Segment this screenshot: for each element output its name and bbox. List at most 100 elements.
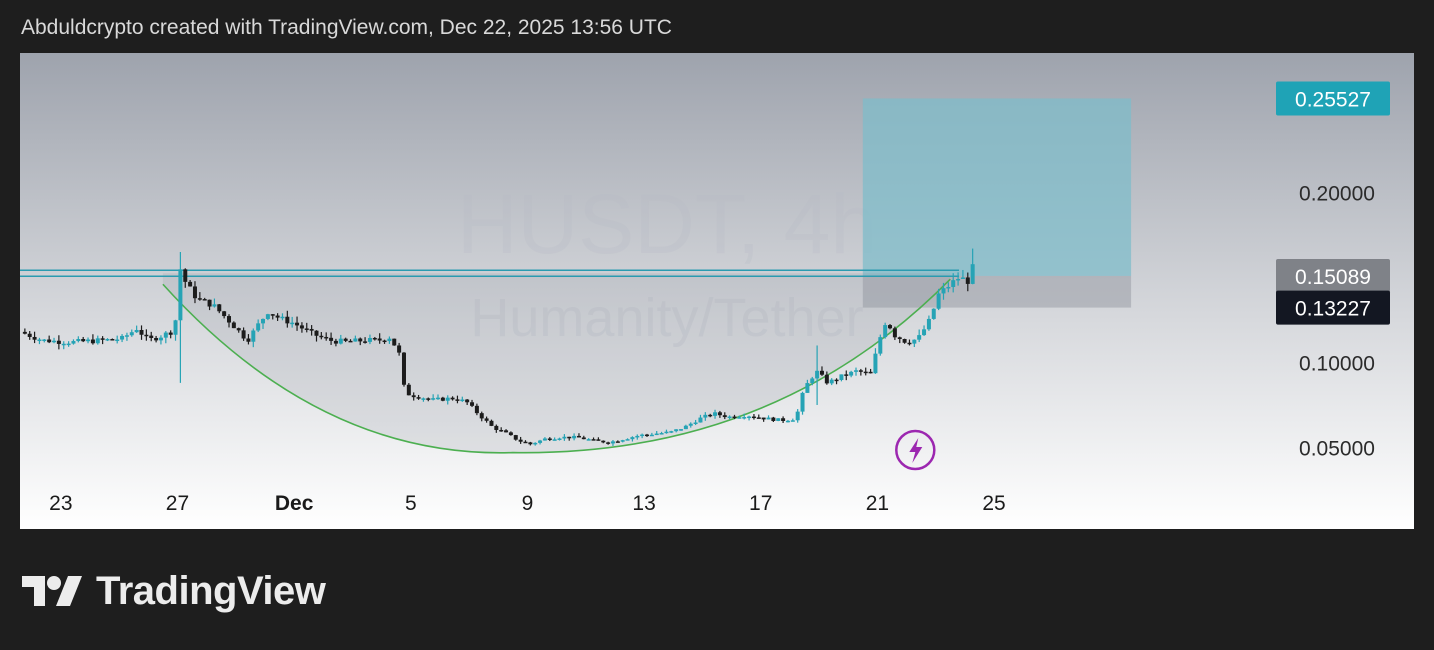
candle-body [922, 329, 927, 336]
candle [183, 268, 188, 288]
candle-body [844, 374, 849, 376]
candle [664, 429, 669, 434]
candle [815, 345, 820, 405]
candle-body [572, 435, 577, 439]
candle-body [319, 335, 324, 338]
candle-body [751, 416, 756, 419]
candle-body [95, 338, 100, 344]
candle-body [601, 440, 606, 443]
candle [95, 335, 100, 345]
candle [227, 314, 232, 328]
candle [674, 429, 679, 433]
candle-body [348, 340, 353, 343]
candle-body [567, 436, 572, 439]
candle [557, 437, 562, 441]
candle-body [377, 338, 382, 341]
candle-body [406, 384, 411, 396]
candle-body [299, 325, 304, 329]
candle [168, 330, 173, 339]
chart-pane[interactable]: HUSDT, 4h Humanity/Tether 0.05000 0.10000 0.… [20, 53, 1414, 529]
candle-body [863, 371, 868, 374]
candle [683, 424, 688, 430]
candle-body [970, 264, 975, 284]
watermark-symbol: HUSDT, 4h [457, 177, 877, 271]
candle-body [785, 420, 790, 423]
candle-body [479, 413, 484, 419]
candle-body [115, 339, 120, 342]
candle-body [158, 337, 163, 341]
candle [679, 429, 684, 431]
candle-body [343, 338, 348, 341]
candle-body [421, 398, 426, 400]
candle [533, 442, 538, 446]
candle-body [815, 370, 820, 379]
candle-body [873, 353, 878, 374]
candle [56, 335, 61, 350]
candle [246, 334, 251, 345]
candle [42, 339, 47, 343]
candle-body [610, 441, 615, 444]
candle [460, 396, 465, 402]
candle [115, 335, 120, 344]
candle [178, 251, 183, 383]
x-tick-label: 23 [49, 492, 72, 515]
candle [630, 436, 635, 442]
candle-body [941, 288, 946, 294]
chart-canvas[interactable]: HUSDT, 4h Humanity/Tether 0.05000 0.10000 0.… [20, 53, 1414, 529]
candle-body [261, 318, 266, 324]
candle-body [105, 339, 110, 341]
candle [348, 339, 353, 343]
candle [722, 412, 727, 420]
candle [596, 437, 601, 441]
candle [713, 409, 718, 419]
candle-body [854, 370, 859, 372]
candle-body [523, 441, 528, 444]
candle [737, 415, 742, 419]
candle [708, 413, 713, 418]
candle-body [270, 314, 275, 316]
chart-background [20, 53, 1414, 529]
candle [353, 335, 358, 342]
candle-body [207, 299, 212, 307]
candle-body [338, 338, 343, 344]
candle [771, 416, 776, 422]
candle-body [222, 311, 227, 317]
candle [435, 394, 440, 400]
candle-body [732, 416, 737, 419]
candle-body [202, 299, 207, 301]
candle [61, 341, 66, 350]
candle [751, 413, 756, 420]
y-tick-label: 0.05000 [1299, 437, 1375, 460]
candle [508, 431, 513, 436]
candle [236, 327, 241, 333]
candle-body [173, 320, 178, 335]
candle [970, 248, 975, 285]
candle-body [669, 431, 674, 433]
candle [27, 331, 32, 340]
candle [747, 415, 752, 421]
candle [523, 440, 528, 444]
event-lightning-icon [895, 429, 936, 471]
candle [922, 325, 927, 336]
candle-body [431, 398, 436, 400]
candle [785, 419, 790, 423]
tradingview-logo[interactable]: TradingView [22, 568, 326, 614]
candle-body [931, 308, 936, 319]
y-tick-label: 0.10000 [1299, 352, 1375, 375]
candle [829, 378, 834, 386]
candle-body [52, 340, 57, 343]
candle-body [450, 397, 455, 400]
candle-body [280, 316, 285, 319]
candle [907, 339, 912, 346]
candle-body [902, 339, 907, 343]
candle-body [645, 434, 649, 437]
candle-body [713, 412, 718, 416]
candle-body [265, 314, 270, 319]
candle-body [635, 435, 640, 438]
candle-body [426, 398, 431, 400]
candle-body [683, 425, 688, 430]
candle-body [382, 340, 387, 343]
candle-body [372, 337, 377, 340]
candle [625, 438, 630, 441]
candle-body [926, 318, 931, 330]
